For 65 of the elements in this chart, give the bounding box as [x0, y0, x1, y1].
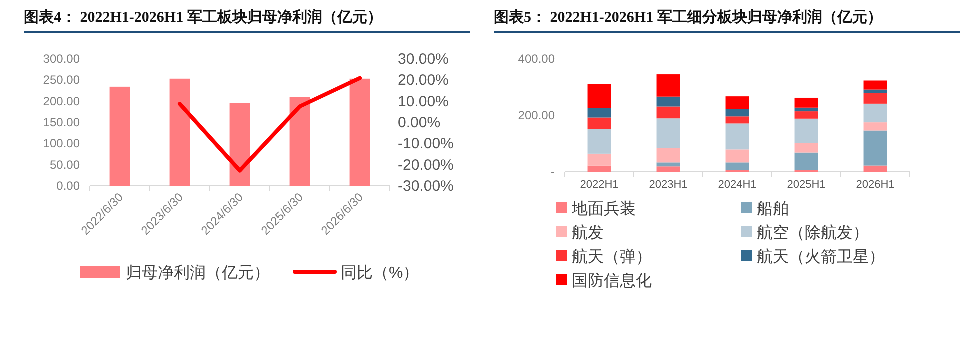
bar: [588, 108, 612, 118]
bar: [794, 112, 818, 119]
bar: [726, 96, 750, 110]
bar: [588, 166, 612, 172]
y-tick-label: 150.00: [43, 116, 80, 130]
legend-label: 航空（除航发）: [757, 224, 869, 242]
y2-tick-label: 0.00%: [398, 114, 441, 132]
y2-tick-label: -10.00%: [398, 136, 454, 153]
bar: [864, 166, 888, 172]
y-tick-label: 300.00: [43, 52, 80, 66]
bar: [656, 118, 680, 148]
legend-label: 航天（火箭卫星）: [757, 248, 885, 266]
bar: [864, 104, 888, 123]
y2-tick-label: 10.00%: [398, 93, 449, 110]
legend-label: 地面兵装: [571, 200, 636, 218]
bar: [588, 154, 612, 166]
line-series: [178, 76, 362, 173]
bar: [794, 108, 818, 112]
bar: [726, 150, 750, 163]
y-tick-label: 0.00: [56, 179, 80, 193]
x-tick-label: 2025H1: [787, 179, 826, 191]
bar: [726, 109, 750, 117]
y-tick-label: 400.00: [518, 52, 556, 66]
x-tick-label: 2026H1: [856, 179, 895, 191]
y-tick-label: 200.00: [518, 108, 556, 122]
legend-label: 航发: [572, 224, 604, 242]
bar: [864, 80, 888, 90]
y2-tick-label: 30.00%: [398, 51, 449, 68]
bar: [588, 84, 612, 108]
bar: [864, 122, 888, 131]
legend-label: 同比（%）: [341, 264, 420, 282]
bar: [794, 143, 818, 153]
bar: [656, 106, 680, 119]
bar: [794, 118, 818, 144]
bar: [656, 96, 680, 107]
x-tick-label: 2022H1: [580, 179, 619, 191]
y2-tick-label: 20.00%: [398, 72, 449, 90]
y-tick-label: -: [551, 165, 555, 179]
bar: [588, 129, 612, 154]
bar: [794, 98, 818, 108]
bar: [864, 93, 888, 104]
bar: [588, 118, 612, 130]
legend-label: 归母净利润（亿元）: [126, 264, 270, 282]
y2-tick-label: -20.00%: [398, 156, 454, 174]
y-tick-label: 200.00: [43, 94, 80, 108]
bar: [794, 152, 818, 170]
x-tick-label: 2023H1: [649, 179, 688, 191]
bar: [864, 130, 888, 166]
y-tick-label: 250.00: [43, 73, 80, 88]
legend-label: 航天（弹）: [572, 248, 652, 266]
legend-label: 船舶: [757, 201, 789, 218]
bar: [656, 166, 680, 172]
bar: [726, 124, 750, 150]
x-tick-label: 2024H1: [718, 179, 757, 191]
bar: [726, 162, 750, 170]
legend-label: 国防信息化: [572, 272, 652, 290]
y-tick-label: 50.00: [50, 158, 80, 172]
bar: [656, 162, 680, 167]
chart-title: 图表4： 2022H1-2026H1 军工板块归母净利润（亿元）: [24, 8, 470, 33]
chart-title: 图表5： 2022H1-2026H1 军工细分板块归母净利润（亿元）: [494, 8, 960, 33]
bar: [656, 74, 680, 97]
bar: [656, 148, 680, 163]
y2-tick-label: -30.00%: [398, 178, 454, 195]
bar: [726, 116, 750, 124]
y-tick-label: 100.00: [43, 136, 80, 151]
